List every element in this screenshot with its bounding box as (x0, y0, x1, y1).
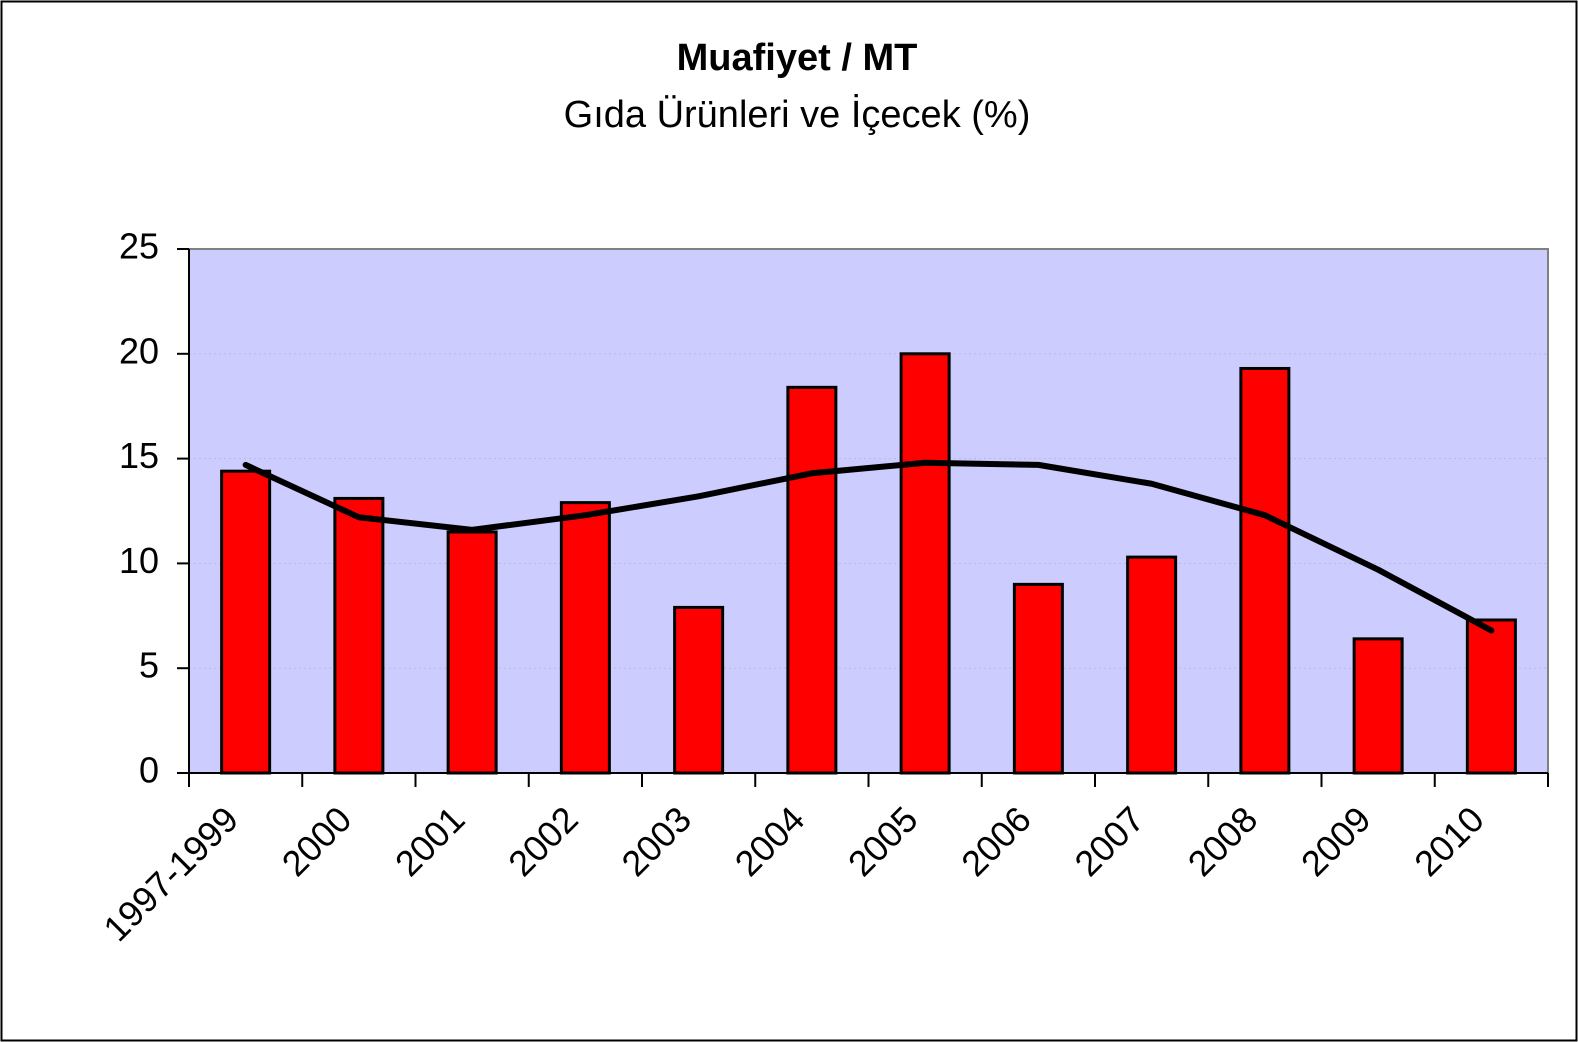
bar (1352, 637, 1404, 775)
trend-line (242, 459, 1495, 634)
y-tick-label: 5 (139, 645, 159, 686)
bar (1012, 582, 1064, 775)
plot-area (188, 248, 1549, 774)
y-tick-label: 0 (139, 750, 159, 791)
bar (1126, 555, 1178, 775)
bar (559, 501, 611, 775)
bar (1465, 618, 1517, 775)
bar (220, 469, 272, 775)
bar (899, 352, 951, 775)
chart-title: Muafiyet / MT (677, 37, 918, 79)
bar (673, 605, 725, 775)
bar (1239, 366, 1291, 775)
bar (333, 496, 385, 775)
bar (786, 385, 838, 775)
y-tick-label: 10 (119, 540, 159, 581)
y-tick-label: 15 (119, 435, 159, 476)
y-tick-label: 25 (119, 226, 159, 267)
y-tick-label: 20 (119, 330, 159, 371)
bar (446, 530, 498, 775)
chart-subtitle: Gıda Ürünleri ve İçecek (%) (564, 93, 1031, 136)
